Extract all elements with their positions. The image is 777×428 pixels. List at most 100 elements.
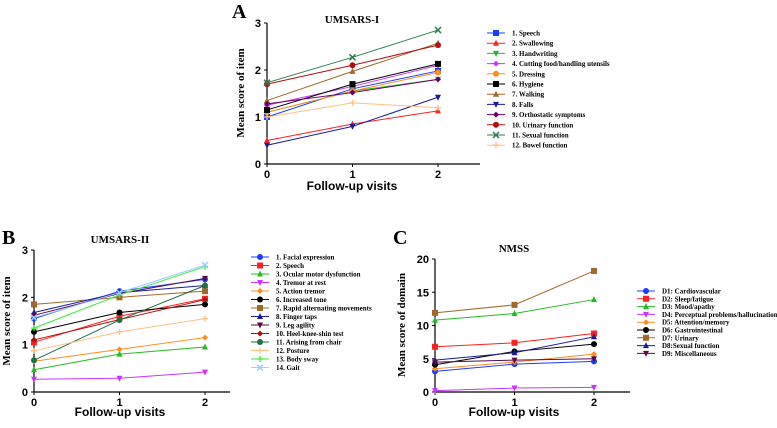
legend-label: 9. Orthostatic symptoms [512,111,586,119]
legend-label: D3: Mood/apathy [662,303,715,311]
legend-label: 10. Urinary function [512,121,573,129]
legend-item: 9. Leg agility [251,322,315,330]
data-point [349,81,356,88]
legend-label: 1. Speech [512,30,540,38]
legend-label: 11. Arising from chair [276,339,342,347]
data-point [202,288,208,295]
legend-marker [643,295,649,302]
legend-label: 4. Cutting food/handling utensils [512,60,610,68]
data-point [116,346,123,353]
y-tick-label: 1 [255,112,261,124]
data-point [435,69,441,76]
legend-item: D8:Sexual function [637,342,719,350]
data-point [511,301,518,308]
chart-title: UMSARS-I [325,14,379,26]
legend-label: D9: Miscellaneous [662,350,717,358]
legend-item: 3. Ocular motor dysfunction [251,270,361,279]
legend-marker [493,81,499,87]
legend-item: 4. Tremor at rest [251,279,327,287]
data-point [202,315,208,322]
y-axis-label: Mean score of domain [396,273,408,377]
legend-label: 5. Dressing [512,70,545,78]
x-tick-label: 1 [116,397,122,409]
legend-item: 7. Rapid alternating movements [251,305,372,313]
y-axis-label: Mean score of item [1,276,13,365]
panel-c: C NMSS Follow-up visits Mean score of domai… [393,227,777,419]
data-point [31,357,37,364]
legend-item: 10. Heel-knee-shin test [251,330,344,338]
y-tick-label: 3 [255,18,261,30]
data-point [432,316,438,323]
data-point [511,357,518,364]
y-tick-label: 0 [423,387,429,399]
series-6 [31,301,208,335]
legend-marker [257,254,263,260]
data-point [202,275,208,282]
legend-marker [257,262,263,269]
data-point [264,97,270,104]
legend-item: 4. Cutting food/handling utensils [487,60,610,68]
legend-marker [493,70,499,77]
data-point [511,339,518,346]
data-point [434,26,442,34]
legend-item: 8. Falls [487,101,534,109]
legend-item: 8. Finger taps [251,313,317,321]
chart-title: NMSS [499,243,530,255]
series-7 [432,267,597,316]
data-point [202,301,208,308]
data-point [202,282,208,289]
legend-marker [493,121,499,128]
data-point [116,317,123,324]
y-tick-label: 0 [255,159,261,171]
legend-label: D7: Urinary [662,334,699,342]
legend-marker [643,334,649,341]
series-12 [31,315,208,354]
data-point [511,310,518,317]
legend-marker [643,350,649,357]
data-point [348,53,357,61]
legend-item: D4: Perceptual problems/hallucinations [637,311,777,319]
data-point [264,106,270,113]
legend-label: 8. Falls [512,101,534,109]
y-axis-label: Mean score of item [235,48,247,137]
data-point [202,369,208,376]
legend-marker [643,288,649,294]
legend-label: D1: Cardiovascular [662,288,721,296]
legend-marker [643,303,649,310]
panel-b: B UMSARS-II Follow-up visits Mean score of … [1,227,372,419]
x-tick-label: 0 [264,169,270,181]
legend-label: D5: Attention/memory [662,319,730,327]
series-3 [432,296,597,323]
data-point [264,114,270,120]
legend-label: 8. Finger taps [276,313,317,321]
legend-marker [257,322,263,329]
x-tick-label: 1 [349,169,355,181]
legend-marker [643,327,649,333]
legend-marker [493,39,499,46]
legend-label: 11. Sexual function [512,132,569,140]
legend-item: D9: Miscellaneous [637,350,717,358]
data-point [432,343,438,350]
legend-marker [257,270,263,277]
legend-item: 12. Posture [251,347,309,355]
legend-marker [257,313,263,319]
series-3 [31,343,208,373]
x-tick-label: 0 [432,397,438,409]
legend-item: 7. Walking [487,90,545,99]
legend-label: 12. Posture [276,347,309,355]
panel-a: A UMSARS-I Follow-up visits Mean score of i… [232,1,610,193]
y-tick-label: 5 [423,354,429,366]
panel-label: A [232,1,247,23]
data-point [591,356,597,363]
legend-label: 9. Leg agility [276,322,315,330]
y-tick-label: 0 [22,387,28,399]
series-9 [432,356,597,366]
data-point [511,385,518,392]
data-point [349,62,356,69]
legend-marker [257,296,263,303]
chart-title: UMSARS-II [91,234,150,246]
series-12 [264,99,441,120]
legend-label: 6. Increased tone [276,296,327,304]
data-point [349,89,356,96]
legend-marker [257,347,263,354]
